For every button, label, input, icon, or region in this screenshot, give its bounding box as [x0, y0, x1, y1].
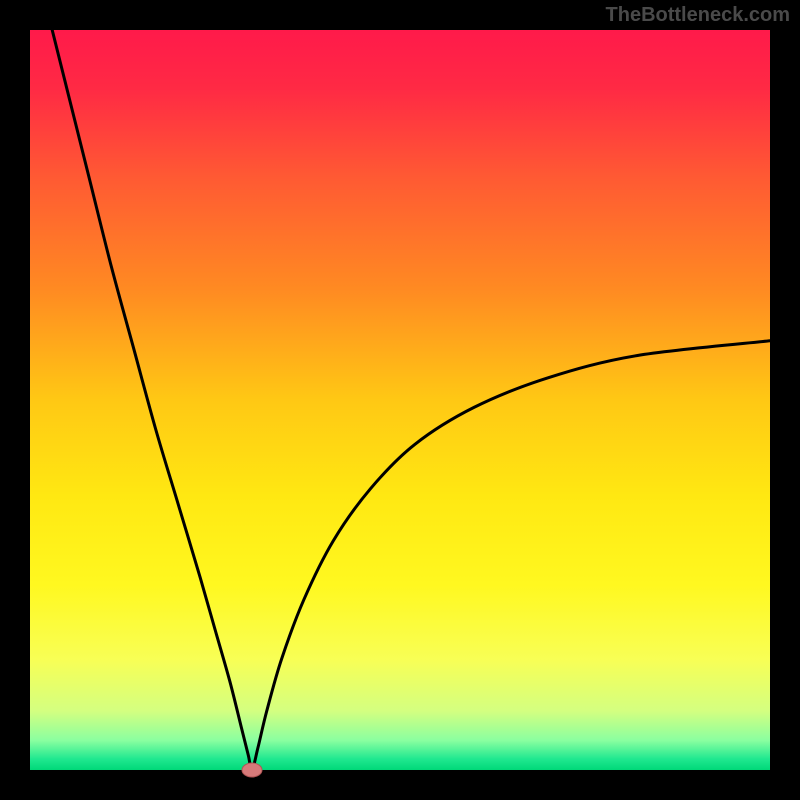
plot-background	[30, 30, 770, 770]
watermark-text: TheBottleneck.com	[606, 4, 790, 27]
bottleneck-chart	[0, 0, 800, 800]
minimum-marker	[242, 763, 262, 777]
chart-container: TheBottleneck.com	[0, 0, 800, 800]
